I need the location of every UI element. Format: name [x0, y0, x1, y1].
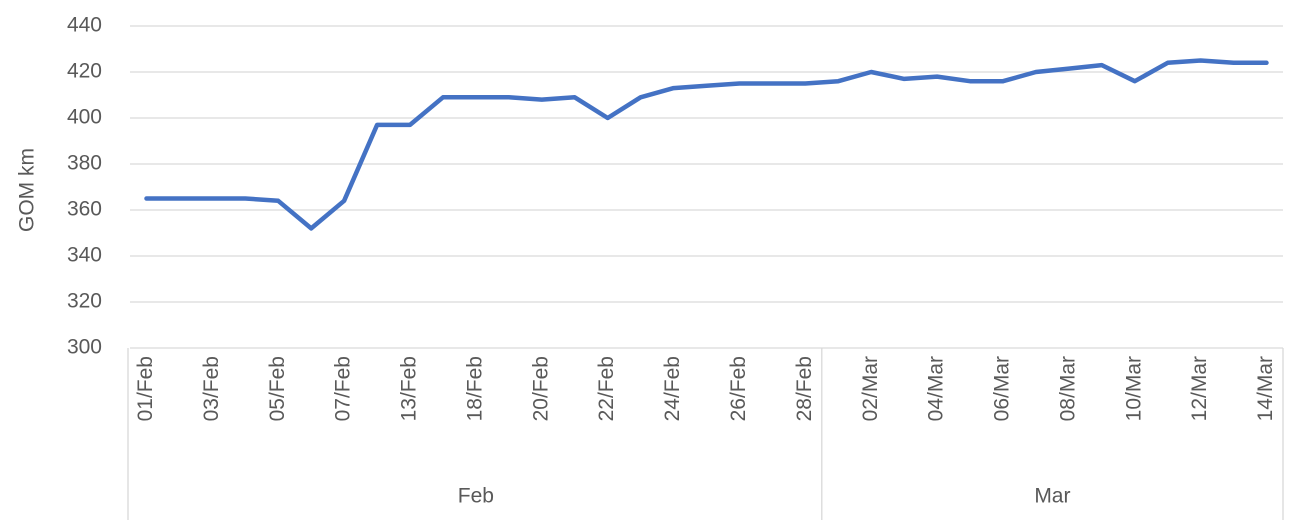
- x-tick-label: 24/Feb: [661, 356, 684, 421]
- y-tick-label: 340: [67, 244, 102, 267]
- y-tick-label: 380: [67, 152, 102, 175]
- y-tick-label: 300: [67, 336, 102, 359]
- x-tick-label: 18/Feb: [463, 356, 486, 421]
- y-tick-label: 360: [67, 198, 102, 221]
- x-tick-label: 06/Mar: [991, 356, 1014, 421]
- y-tick-label: 400: [67, 106, 102, 129]
- x-tick-label: 13/Feb: [398, 356, 421, 421]
- x-tick-label: 14/Mar: [1254, 356, 1277, 421]
- x-tick-label: 20/Feb: [529, 356, 552, 421]
- x-tick-label: 10/Mar: [1122, 356, 1145, 421]
- y-tick-label: 440: [67, 14, 102, 37]
- group-label: Mar: [1034, 485, 1070, 508]
- y-tick-label: 420: [67, 60, 102, 83]
- x-tick-label: 22/Feb: [595, 356, 618, 421]
- x-tick-label: 08/Mar: [1056, 356, 1079, 421]
- x-tick-label: 07/Feb: [332, 356, 355, 421]
- x-tick-label: 02/Mar: [859, 356, 882, 421]
- y-axis-title: GOM km: [16, 148, 39, 232]
- x-tick-label: 03/Feb: [200, 356, 223, 421]
- x-tick-label: 26/Feb: [727, 356, 750, 421]
- group-label: Feb: [458, 485, 494, 508]
- data-line: [144, 58, 1269, 231]
- x-tick-label: 12/Mar: [1188, 356, 1211, 421]
- y-tick-label: 320: [67, 290, 102, 313]
- x-tick-label: 04/Mar: [925, 356, 948, 421]
- x-tick-label: 01/Feb: [134, 356, 157, 421]
- x-tick-label: 28/Feb: [793, 356, 816, 421]
- x-tick-label: 05/Feb: [266, 356, 289, 421]
